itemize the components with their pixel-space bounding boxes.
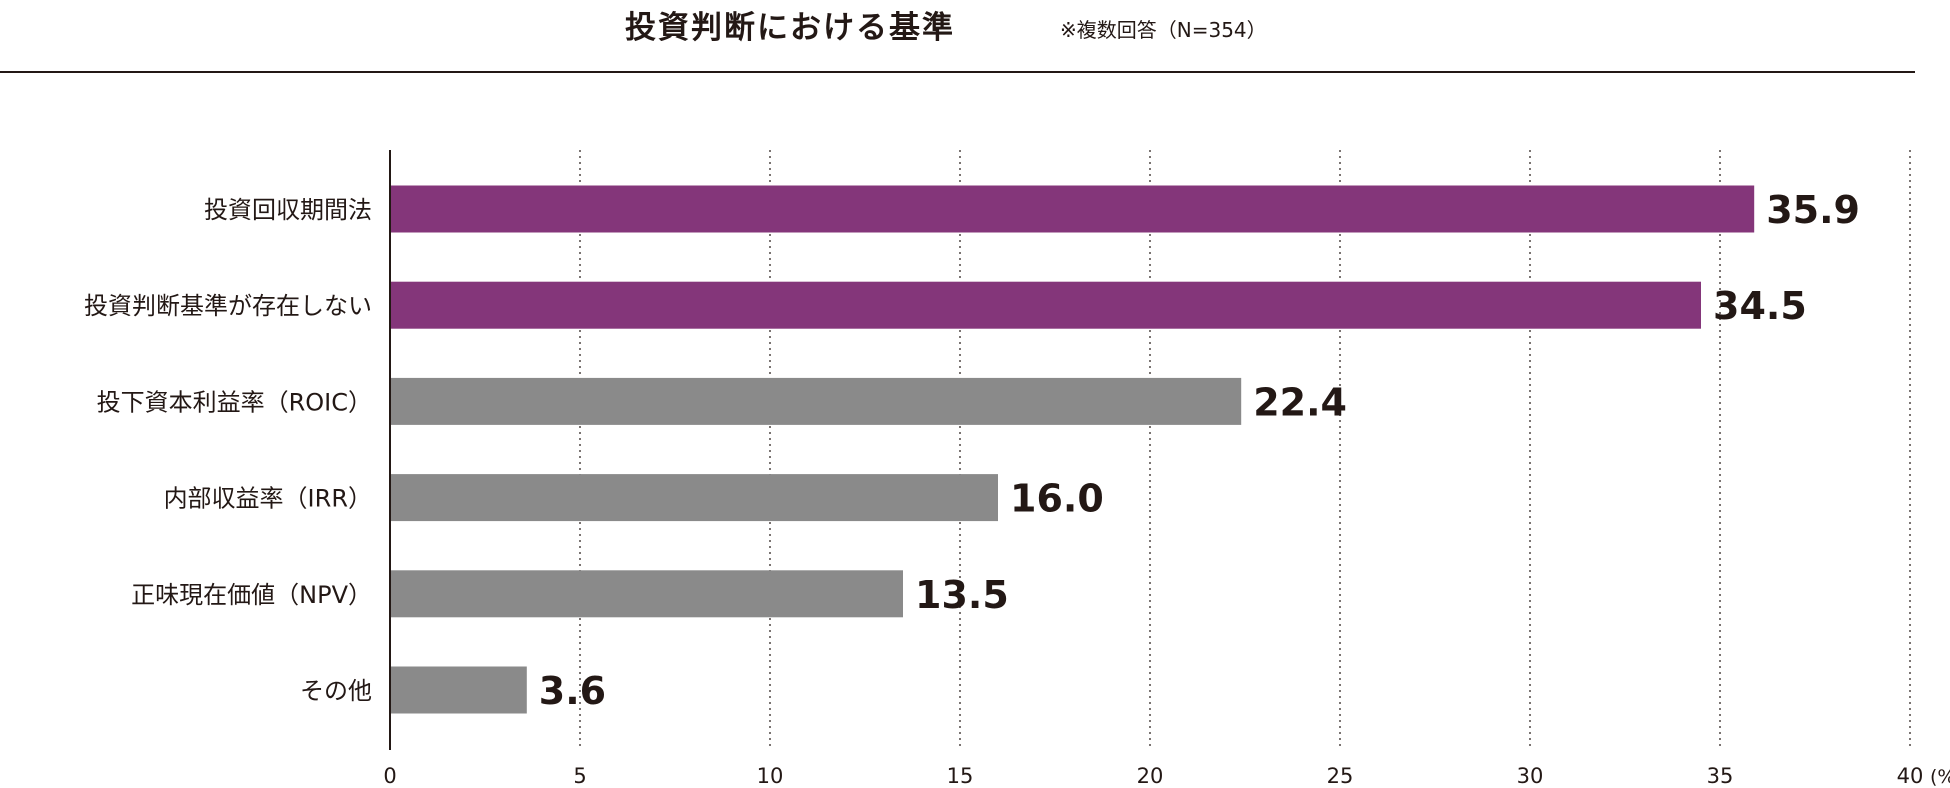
value-label: 3.6 (539, 669, 606, 713)
gridlines (579, 150, 1911, 750)
labels: 0 5 10 15 20 25 30 35 40 (%) 投資回収期間法 35.9 投資判断基準が存在し… (84, 188, 1950, 788)
sample-note: ※複数回答（N=354） (1060, 18, 1267, 42)
tick-label: 5 (573, 764, 586, 788)
category-label: 正味現在価値（NPV） (131, 581, 372, 609)
bar (390, 666, 527, 714)
value-label: 13.5 (915, 573, 1009, 617)
bars (390, 185, 1755, 714)
value-label: 22.4 (1253, 380, 1347, 424)
tick-label: 25 (1327, 764, 1354, 788)
chart-title: 投資判断における基準 (625, 10, 955, 46)
bar (390, 377, 1242, 425)
bar (390, 570, 903, 618)
category-label: 投資回収期間法 (204, 196, 372, 224)
value-label: 16.0 (1010, 477, 1104, 521)
value-label: 34.5 (1713, 284, 1807, 328)
category-label: 投資判断基準が存在しない (84, 292, 372, 320)
category-label: 内部収益率（IRR） (164, 485, 372, 513)
tick-label: 35 (1707, 764, 1734, 788)
tick-label: 10 (757, 764, 784, 788)
category-label: 投下資本利益率（ROIC） (97, 388, 372, 416)
bar (390, 474, 998, 522)
bar (390, 281, 1701, 329)
tick-label: 0 (383, 764, 396, 788)
bar (390, 185, 1755, 233)
tick-label: 20 (1137, 764, 1164, 788)
tick-label: 30 (1517, 764, 1544, 788)
title-rule (0, 71, 1915, 73)
tick-label: 15 (947, 764, 974, 788)
tick-label: 40 (1897, 764, 1924, 788)
unit-label: (%) (1930, 766, 1950, 788)
value-label: 35.9 (1766, 188, 1860, 232)
category-label: その他 (300, 677, 372, 705)
